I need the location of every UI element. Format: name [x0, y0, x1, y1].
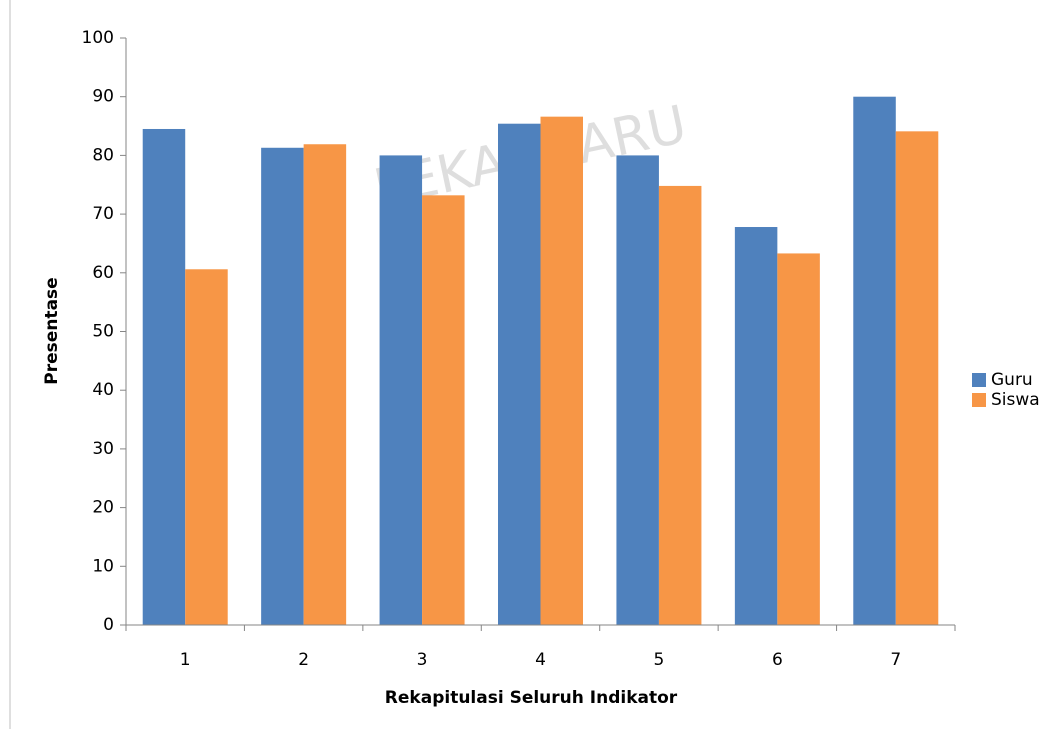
- x-axis-title: Rekapitulasi Seluruh Indikator: [385, 688, 678, 708]
- bar: [659, 186, 702, 625]
- bar: [143, 129, 186, 625]
- y-tick-label: 50: [92, 322, 114, 342]
- y-tick-label: 40: [92, 380, 114, 400]
- bar: [498, 124, 541, 625]
- y-tick-label: 60: [92, 263, 114, 283]
- x-tick-label: 4: [535, 650, 546, 670]
- legend-swatch: [972, 373, 986, 387]
- y-tick-label: 30: [92, 439, 114, 459]
- legend-label: Siswa: [991, 390, 1040, 410]
- x-tick-label: 1: [180, 650, 191, 670]
- y-tick-label: 10: [92, 556, 114, 576]
- y-tick-label: 70: [92, 204, 114, 224]
- bar: [735, 227, 778, 625]
- legend-swatch: [972, 393, 986, 407]
- y-tick-label: 100: [82, 28, 114, 48]
- bar: [422, 195, 465, 625]
- bar: [261, 148, 304, 625]
- x-tick-label: 6: [772, 650, 783, 670]
- chart: PEKANBARU Rekapitulasi Seluruh Indikator…: [0, 0, 1051, 729]
- x-tick-label: 2: [298, 650, 309, 670]
- x-tick-label: 7: [890, 650, 901, 670]
- bar: [541, 117, 584, 625]
- bar: [853, 97, 896, 625]
- bar: [896, 131, 939, 625]
- y-axis-title: Presentase: [42, 277, 62, 384]
- bar: [616, 155, 659, 625]
- x-tick-label: 3: [417, 650, 428, 670]
- y-tick-label: 20: [92, 498, 114, 518]
- y-tick-label: 0: [103, 615, 114, 635]
- bar: [304, 144, 347, 625]
- legend-label: Guru: [991, 370, 1033, 390]
- bar: [380, 155, 423, 625]
- x-tick-label: 5: [654, 650, 665, 670]
- y-tick-label: 90: [92, 87, 114, 107]
- bar: [777, 253, 820, 625]
- y-tick-label: 80: [92, 145, 114, 165]
- bar: [185, 269, 228, 625]
